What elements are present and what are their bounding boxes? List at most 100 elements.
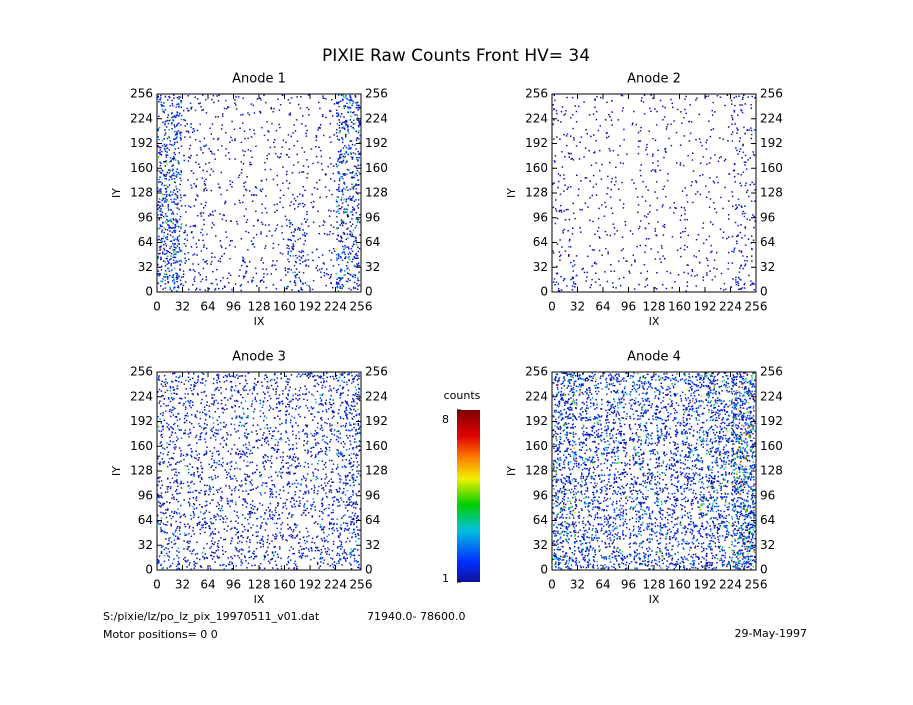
count-dot — [169, 234, 172, 236]
count-dot — [300, 484, 302, 486]
count-dot — [337, 102, 339, 104]
count-dot — [174, 225, 177, 227]
count-dot — [245, 189, 248, 192]
count-dot — [169, 443, 171, 446]
count-dot — [603, 215, 606, 217]
count-dot — [199, 417, 201, 420]
count-dot — [286, 173, 288, 176]
count-dot — [619, 145, 621, 147]
count-dot — [342, 492, 344, 494]
count-dot — [305, 424, 307, 426]
count-dot — [295, 199, 297, 202]
count-dot — [573, 137, 575, 139]
count-dot — [182, 558, 185, 561]
count-dot — [259, 475, 261, 477]
count-dot — [183, 499, 185, 501]
count-dot — [255, 210, 257, 213]
count-dot — [242, 256, 244, 259]
count-dot — [157, 187, 159, 190]
count-dot — [173, 94, 175, 96]
count-dot — [241, 484, 243, 486]
count-dot — [320, 557, 322, 560]
count-dot — [345, 479, 347, 481]
count-dot — [246, 455, 248, 458]
count-dot — [163, 138, 165, 140]
count-dot — [164, 150, 167, 152]
count-dot — [356, 264, 359, 267]
count-dot — [304, 260, 306, 262]
count-dot — [607, 251, 609, 253]
count-dot — [177, 202, 179, 205]
count-dot — [202, 234, 204, 236]
count-dot — [341, 452, 344, 455]
count-dot — [162, 426, 164, 428]
count-dot — [595, 183, 597, 185]
count-dot — [268, 476, 270, 479]
count-dot — [346, 173, 348, 175]
count-dot — [176, 273, 179, 276]
count-dot — [183, 154, 185, 157]
count-dot — [329, 157, 331, 159]
count-dot — [670, 123, 672, 125]
count-dot — [330, 141, 332, 143]
count-dot — [293, 164, 295, 166]
count-dot — [245, 452, 248, 454]
count-dot — [174, 202, 176, 205]
count-dot — [197, 516, 200, 518]
count-dot — [285, 430, 287, 432]
count-dot — [711, 279, 714, 281]
count-dot — [251, 489, 253, 491]
count-dot — [325, 485, 327, 487]
count-dot — [669, 207, 671, 209]
count-dot — [341, 176, 343, 178]
count-dot — [353, 423, 355, 425]
count-dot — [342, 557, 345, 559]
count-dot — [261, 279, 263, 281]
count-dot — [607, 175, 609, 178]
count-dot — [185, 211, 187, 213]
count-dot — [197, 459, 200, 461]
count-dot — [716, 95, 719, 97]
count-dot — [164, 524, 166, 526]
count-dot — [197, 195, 199, 197]
count-dot — [320, 155, 323, 158]
count-dot — [268, 153, 270, 155]
count-dot — [344, 134, 347, 137]
count-dot — [182, 270, 185, 272]
count-dot — [173, 124, 175, 126]
count-dot — [593, 134, 595, 136]
count-dot — [260, 525, 262, 528]
count-dot — [242, 113, 244, 116]
count-dot — [359, 173, 361, 175]
count-dot — [566, 188, 568, 190]
count-dot — [336, 527, 338, 530]
count-dot — [348, 251, 351, 254]
count-dot — [294, 229, 296, 231]
count-dot — [239, 421, 241, 423]
count-dot — [209, 547, 211, 549]
count-dot — [348, 99, 350, 101]
count-dot — [177, 290, 179, 292]
count-dot — [352, 494, 354, 496]
count-dot — [350, 461, 352, 464]
count-dot — [608, 114, 610, 116]
count-dot — [665, 287, 668, 290]
y-tick-label-right: 192 — [760, 136, 783, 150]
y-tick-label: 96 — [138, 210, 153, 224]
count-dot — [570, 261, 572, 264]
count-dot — [203, 219, 205, 221]
count-dot — [675, 207, 677, 210]
count-dot — [179, 283, 182, 286]
count-dot — [265, 482, 268, 484]
count-dot — [157, 156, 160, 158]
count-dot — [354, 227, 357, 229]
count-dot — [654, 228, 657, 230]
count-dot — [280, 557, 282, 560]
count-dot — [346, 475, 349, 477]
count-dot — [314, 506, 316, 508]
count-dot — [571, 285, 574, 287]
count-dot — [199, 147, 202, 149]
count-dot — [212, 522, 215, 525]
count-dot — [246, 475, 249, 478]
count-dot — [179, 194, 182, 196]
